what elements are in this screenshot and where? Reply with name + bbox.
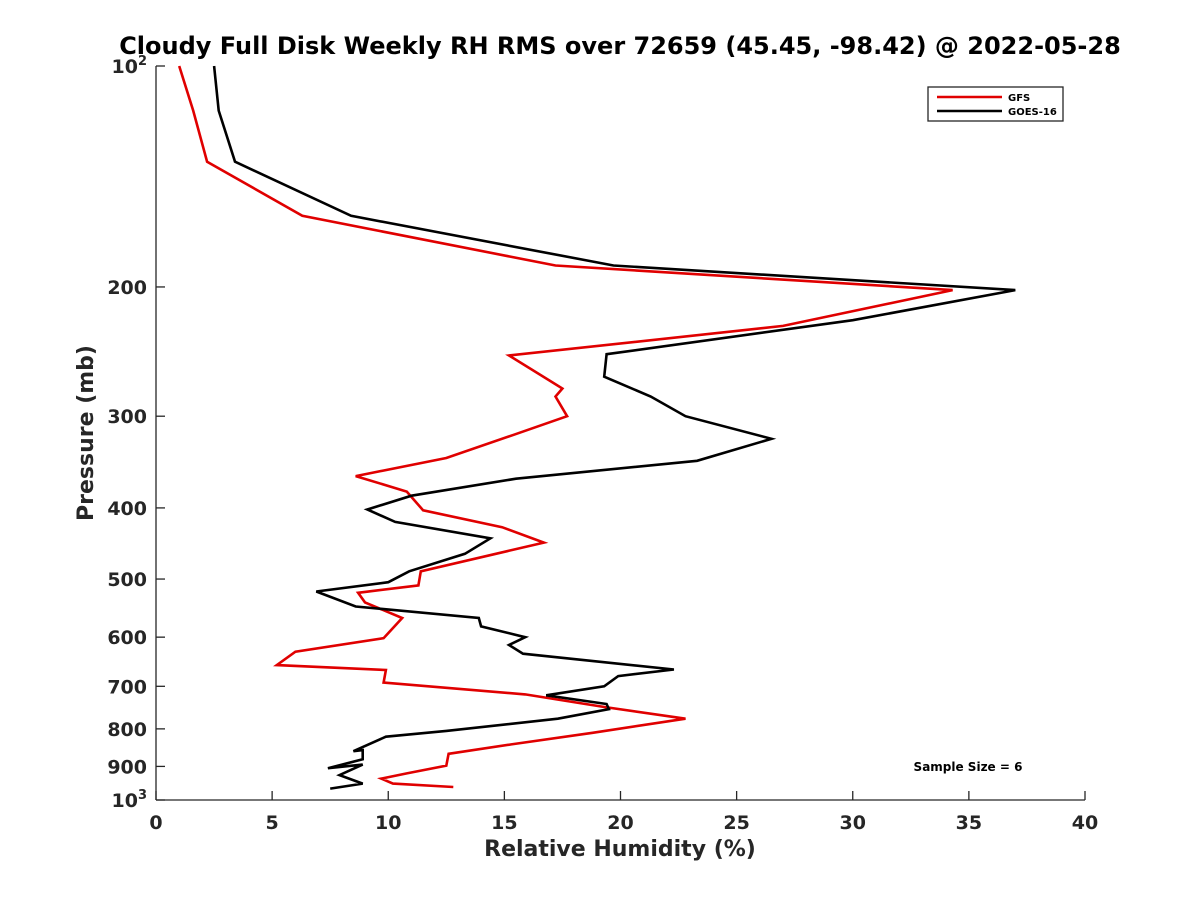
y-tick-label: 400 (107, 498, 147, 520)
x-tick-label: 5 (266, 812, 279, 834)
y-tick-label: 700 (107, 676, 147, 698)
series-line-goes16 (212, 65, 1016, 790)
legend-label-goes16: GOES-16 (1008, 107, 1057, 118)
y-tick-label: 300 (107, 406, 147, 428)
y-axis-label: Pressure (mb) (74, 345, 99, 521)
legend: GFS GOES-16 (927, 86, 1064, 122)
y-tick-label: 600 (107, 627, 147, 649)
x-tick-label: 30 (840, 812, 866, 834)
legend-label-gfs: GFS (1008, 93, 1030, 104)
sample-size-annotation: Sample Size = 6 (914, 760, 1023, 774)
x-axis-label: Relative Humidity (%) (484, 837, 756, 862)
legend-box (927, 86, 1064, 122)
y-tick-label: 102 (112, 54, 148, 78)
plot-area: 0 5 10 15 20 25 30 35 40 102 200 300 400 500 600 700 800… (107, 54, 1098, 834)
y-tick-label: 103 (112, 788, 148, 812)
x-tick-label: 10 (375, 812, 401, 834)
series-line-gfs (177, 65, 953, 789)
y-tick-label: 200 (107, 277, 147, 299)
x-tick-label: 15 (491, 812, 517, 834)
chart-title: Cloudy Full Disk Weekly RH RMS over 7265… (119, 32, 1121, 60)
x-tick-label: 25 (723, 812, 749, 834)
y-tick-label: 800 (107, 719, 147, 741)
x-tick-label: 20 (607, 812, 633, 834)
x-tick-label: 0 (149, 812, 162, 834)
x-tick-label: 35 (956, 812, 982, 834)
y-tick-label: 900 (107, 756, 147, 778)
y-tick-label: 500 (107, 569, 147, 591)
x-tick-label: 40 (1072, 812, 1098, 834)
